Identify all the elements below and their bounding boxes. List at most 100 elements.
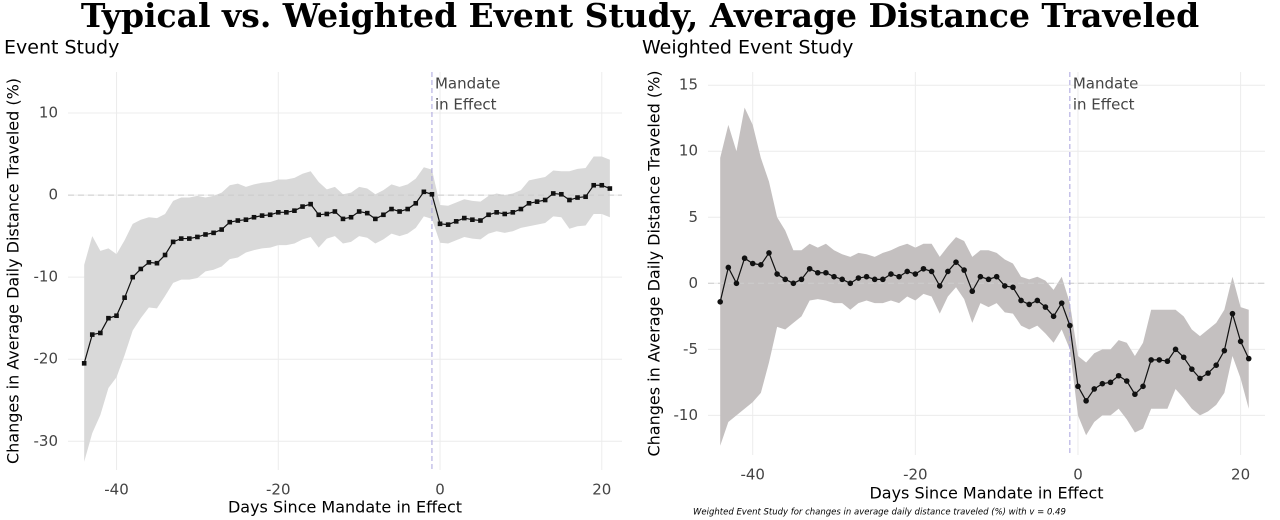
marker	[453, 219, 459, 224]
marker	[607, 186, 613, 191]
marker	[847, 280, 854, 287]
marker	[284, 210, 289, 215]
y-tick-label: -10	[34, 268, 59, 286]
figure-title: Typical vs. Weighted Event Study, Averag…	[81, 0, 1199, 35]
y-tick-label: -10	[674, 406, 699, 424]
marker	[421, 189, 427, 195]
marker	[89, 332, 95, 337]
marker	[1058, 300, 1065, 306]
marker	[259, 213, 265, 218]
marker	[936, 283, 943, 289]
marker	[130, 274, 136, 280]
marker	[364, 210, 370, 216]
y-axis-label: Changes in Average Daily Distance Travel…	[645, 70, 664, 456]
marker	[445, 222, 451, 227]
marker	[782, 276, 789, 283]
x-tick-label: -20	[266, 481, 291, 499]
x-tick-label: -40	[740, 466, 765, 484]
marker	[170, 239, 176, 245]
caption: Weighted Event Study for changes in aver…	[693, 508, 1066, 518]
marker	[1148, 357, 1154, 363]
y-axis-label: Changes in Average Daily Distance Travel…	[4, 78, 23, 464]
marker	[1197, 375, 1203, 382]
marker	[896, 273, 902, 280]
marker	[880, 276, 886, 283]
marker	[534, 199, 540, 204]
marker	[356, 209, 362, 214]
marker	[855, 275, 862, 281]
marker	[977, 273, 984, 280]
marker	[1132, 391, 1138, 398]
marker	[187, 236, 192, 241]
marker	[717, 299, 723, 305]
marker	[1001, 283, 1008, 289]
marker	[340, 216, 346, 222]
marker	[575, 195, 580, 200]
marker	[1099, 380, 1106, 387]
marker	[122, 295, 127, 300]
marker	[953, 259, 959, 265]
marker	[324, 211, 330, 217]
marker	[1213, 362, 1220, 368]
marker	[154, 260, 160, 266]
marker	[429, 191, 435, 197]
marker	[725, 264, 732, 271]
marker	[1115, 372, 1122, 379]
x-tick-label: 20	[592, 481, 611, 499]
marker	[1026, 301, 1032, 308]
marker	[1018, 297, 1024, 304]
marker	[397, 209, 402, 214]
y-tick-label: 5	[688, 208, 698, 226]
marker	[316, 212, 322, 218]
y-tick-label: -5	[683, 340, 698, 358]
marker	[138, 266, 144, 272]
marker	[599, 182, 605, 188]
marker	[1034, 297, 1041, 304]
x-tick-label: -40	[104, 481, 129, 499]
marker	[1205, 370, 1211, 376]
marker	[945, 268, 951, 275]
marker	[203, 232, 208, 237]
marker	[831, 273, 837, 280]
marker	[518, 206, 524, 212]
marker	[1180, 354, 1187, 361]
marker	[733, 280, 740, 287]
marker	[178, 236, 184, 241]
marker	[798, 276, 805, 283]
marker	[1156, 357, 1163, 363]
marker	[550, 191, 556, 196]
marker	[766, 250, 772, 256]
marker	[251, 214, 257, 220]
marker	[437, 221, 443, 227]
annotation: in Effect	[435, 96, 497, 114]
y-tick-label: 0	[688, 274, 698, 292]
marker	[219, 227, 224, 232]
marker	[1229, 310, 1236, 317]
marker	[774, 271, 780, 277]
y-tick-label: 0	[48, 186, 58, 204]
y-tick-label: -20	[34, 350, 59, 368]
marker	[461, 215, 467, 221]
y-tick-label: 10	[39, 104, 58, 122]
marker	[559, 191, 564, 197]
marker	[1010, 284, 1016, 291]
marker	[839, 276, 845, 283]
marker	[526, 200, 532, 206]
marker	[1075, 383, 1081, 390]
marker	[1067, 322, 1073, 329]
marker	[106, 315, 111, 321]
chart-title: Weighted Event Study	[642, 37, 853, 59]
marker	[806, 265, 813, 272]
marker	[332, 209, 338, 214]
marker	[1237, 338, 1244, 345]
marker	[502, 211, 508, 217]
marker	[920, 265, 927, 272]
marker	[904, 268, 911, 275]
marker	[961, 267, 967, 273]
marker	[308, 201, 313, 207]
chart-title: Event Study	[4, 37, 119, 59]
marker	[591, 182, 596, 188]
marker	[381, 212, 386, 218]
marker	[235, 218, 241, 223]
marker	[1140, 383, 1146, 390]
